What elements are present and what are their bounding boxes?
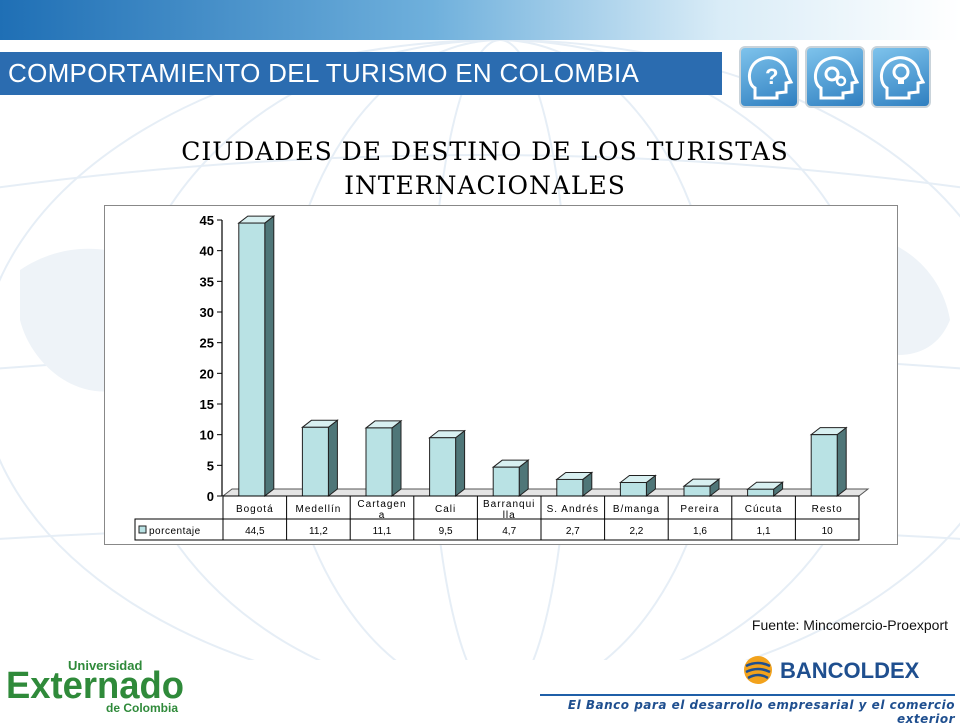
x-category-label: a bbox=[379, 510, 386, 521]
chart-title-line-2: INTERNACIONALES bbox=[344, 171, 626, 200]
bar-side bbox=[391, 419, 402, 498]
x-category-label: Bogotá bbox=[236, 504, 274, 515]
data-value-label: 1,1 bbox=[757, 526, 771, 537]
chart-title: CIUDADES DE DESTINO DE LOS TURISTAS INTE… bbox=[100, 135, 870, 203]
x-category-label: Barranqui bbox=[483, 499, 535, 510]
y-tick-label: 30 bbox=[200, 305, 214, 320]
source-note: Fuente: Mincomercio-Proexport bbox=[751, 617, 948, 633]
bar bbox=[683, 485, 711, 497]
legend-series-label: porcentaje bbox=[149, 526, 201, 537]
bank-slogan: El Banco para el desarrollo empresarial … bbox=[540, 694, 955, 726]
bar-side bbox=[455, 429, 466, 498]
x-category-label: Cartagen bbox=[357, 499, 406, 510]
y-tick-label: 0 bbox=[207, 489, 214, 504]
lightbulb-head-icon bbox=[871, 46, 931, 108]
x-category-label: Resto bbox=[812, 504, 843, 515]
x-category-label: Cali bbox=[435, 504, 456, 515]
question-head-icon: ? bbox=[739, 46, 799, 108]
bar bbox=[747, 488, 775, 497]
y-tick-label: 35 bbox=[200, 274, 214, 289]
logo-line-2: Externado bbox=[6, 665, 184, 707]
bar bbox=[429, 437, 457, 497]
externado-logo: Universidad Externado de Colombia bbox=[6, 658, 184, 715]
y-tick-label: 20 bbox=[200, 366, 214, 381]
x-category-label: Medellín bbox=[295, 504, 341, 515]
bancoldex-wordmark: BANCOLDEX bbox=[780, 658, 920, 683]
logo-line-3: de Colombia bbox=[106, 701, 178, 715]
x-category-label: Pereira bbox=[680, 504, 719, 515]
bar bbox=[810, 434, 838, 497]
x-category-label: lla bbox=[503, 510, 516, 521]
gears-head-icon bbox=[805, 46, 865, 108]
bar bbox=[365, 427, 393, 497]
data-value-label: 4,7 bbox=[502, 526, 516, 537]
x-category-label: S. Andrés bbox=[547, 504, 599, 515]
legend-swatch bbox=[138, 525, 147, 534]
y-tick-label: 5 bbox=[207, 458, 214, 473]
bar-side bbox=[264, 215, 275, 498]
y-tick-label: 10 bbox=[200, 428, 214, 443]
x-category-label: B/manga bbox=[613, 504, 660, 515]
data-value-label: 11,2 bbox=[309, 526, 328, 537]
page-title: COMPORTAMIENTO DEL TURISMO EN COLOMBIA bbox=[0, 52, 722, 95]
data-value-label: 44,5 bbox=[245, 526, 265, 537]
bar-chart: 0 5 10 15 20 25 30 35 40 45 Bogotá 44,5 Medellín 11,2… bbox=[134, 213, 870, 541]
y-tick-label: 15 bbox=[200, 397, 214, 412]
bar bbox=[238, 222, 266, 497]
bar-side bbox=[836, 426, 847, 498]
data-value-label: 10 bbox=[822, 526, 834, 537]
data-value-label: 9,5 bbox=[439, 526, 453, 537]
bar bbox=[301, 426, 329, 497]
top-gradient-band bbox=[0, 0, 960, 40]
chart-title-line-1: CIUDADES DE DESTINO DE LOS TURISTAS bbox=[181, 137, 789, 166]
logo-line-1: Universidad bbox=[68, 658, 142, 673]
data-value-label: 2,7 bbox=[566, 526, 580, 537]
svg-text:?: ? bbox=[765, 64, 778, 89]
bar-side bbox=[327, 419, 338, 498]
data-value-label: 1,6 bbox=[693, 526, 707, 537]
chart-frame: 0 5 10 15 20 25 30 35 40 45 Bogotá 44,5 Medellín 11,2… bbox=[104, 205, 898, 545]
data-value-label: 2,2 bbox=[629, 526, 643, 537]
y-tick-label: 25 bbox=[200, 336, 214, 351]
bar bbox=[556, 478, 584, 497]
bar bbox=[619, 482, 647, 497]
bancoldex-logo: BANCOLDEX bbox=[744, 656, 920, 684]
y-tick-label: 40 bbox=[200, 244, 214, 259]
x-category-label: Cúcuta bbox=[745, 504, 783, 515]
y-tick-label: 45 bbox=[200, 213, 214, 228]
data-value-label: 11,1 bbox=[373, 526, 392, 537]
bar bbox=[492, 466, 520, 497]
